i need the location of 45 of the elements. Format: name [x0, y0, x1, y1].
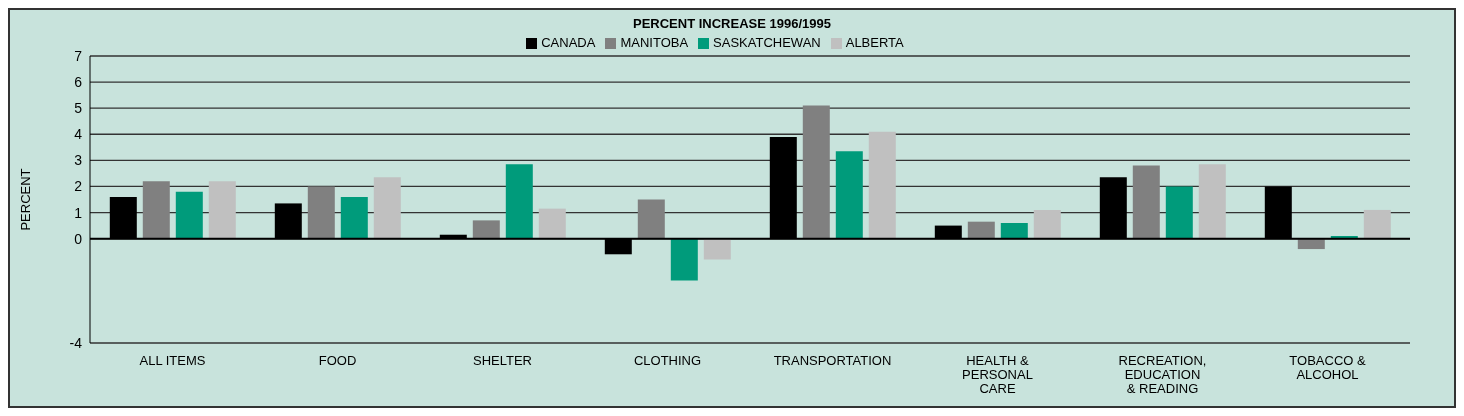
- bar: [1363, 209, 1391, 239]
- x-tick-label: CLOTHING: [633, 353, 702, 368]
- x-tick-label: FOOD: [318, 353, 357, 368]
- bar: [1033, 209, 1061, 239]
- bar: [142, 181, 170, 239]
- legend-label: CANADA: [541, 35, 596, 50]
- y-tick-label: 2: [74, 178, 83, 195]
- y-tick-label: -4: [69, 334, 83, 351]
- legend-label: ALBERTA: [845, 35, 904, 50]
- bar: [637, 199, 665, 239]
- y-tick-label: 0: [74, 230, 83, 247]
- bar: [1132, 165, 1160, 239]
- bar: [373, 177, 401, 239]
- y-tick-label: 1: [74, 204, 83, 221]
- y-tick-label: 5: [74, 100, 83, 117]
- x-tick-label: RECREATION, EDUCATION & READING: [1118, 353, 1207, 396]
- bar: [208, 181, 236, 239]
- bar: [340, 196, 368, 239]
- bar: [802, 105, 830, 239]
- chart-title: PERCENT INCREASE 1996/1995: [632, 15, 832, 31]
- y-tick-label: 7: [74, 47, 83, 64]
- x-tick-label: TOBACCO & ALCOHOL: [1289, 353, 1366, 382]
- bar: [538, 208, 566, 239]
- bar: [868, 131, 896, 239]
- legend-label: MANITOBA: [620, 35, 689, 50]
- x-tick-label: HEALTH & PERSONAL CARE: [962, 353, 1033, 396]
- y-tick-label: 6: [74, 74, 83, 91]
- bar: [835, 151, 863, 239]
- bar: [1198, 164, 1226, 239]
- bar: [670, 238, 698, 281]
- y-tick-label: 4: [74, 126, 83, 143]
- legend-label: SASKATCHEWAN: [713, 35, 821, 50]
- bar: [472, 220, 500, 239]
- y-axis-title: PERCENT: [17, 168, 33, 231]
- bar: [1165, 186, 1193, 239]
- bar: [307, 186, 335, 239]
- x-tick-label: SHELTER: [473, 353, 532, 368]
- bar: [1000, 222, 1028, 239]
- bar: [505, 164, 533, 239]
- bar: [967, 221, 995, 239]
- x-tick-label: TRANSPORTATION: [773, 353, 892, 368]
- bar: [175, 191, 203, 239]
- y-tick-label: 3: [74, 152, 83, 169]
- bar: [703, 238, 731, 260]
- x-tick-label: ALL ITEMS: [139, 353, 206, 368]
